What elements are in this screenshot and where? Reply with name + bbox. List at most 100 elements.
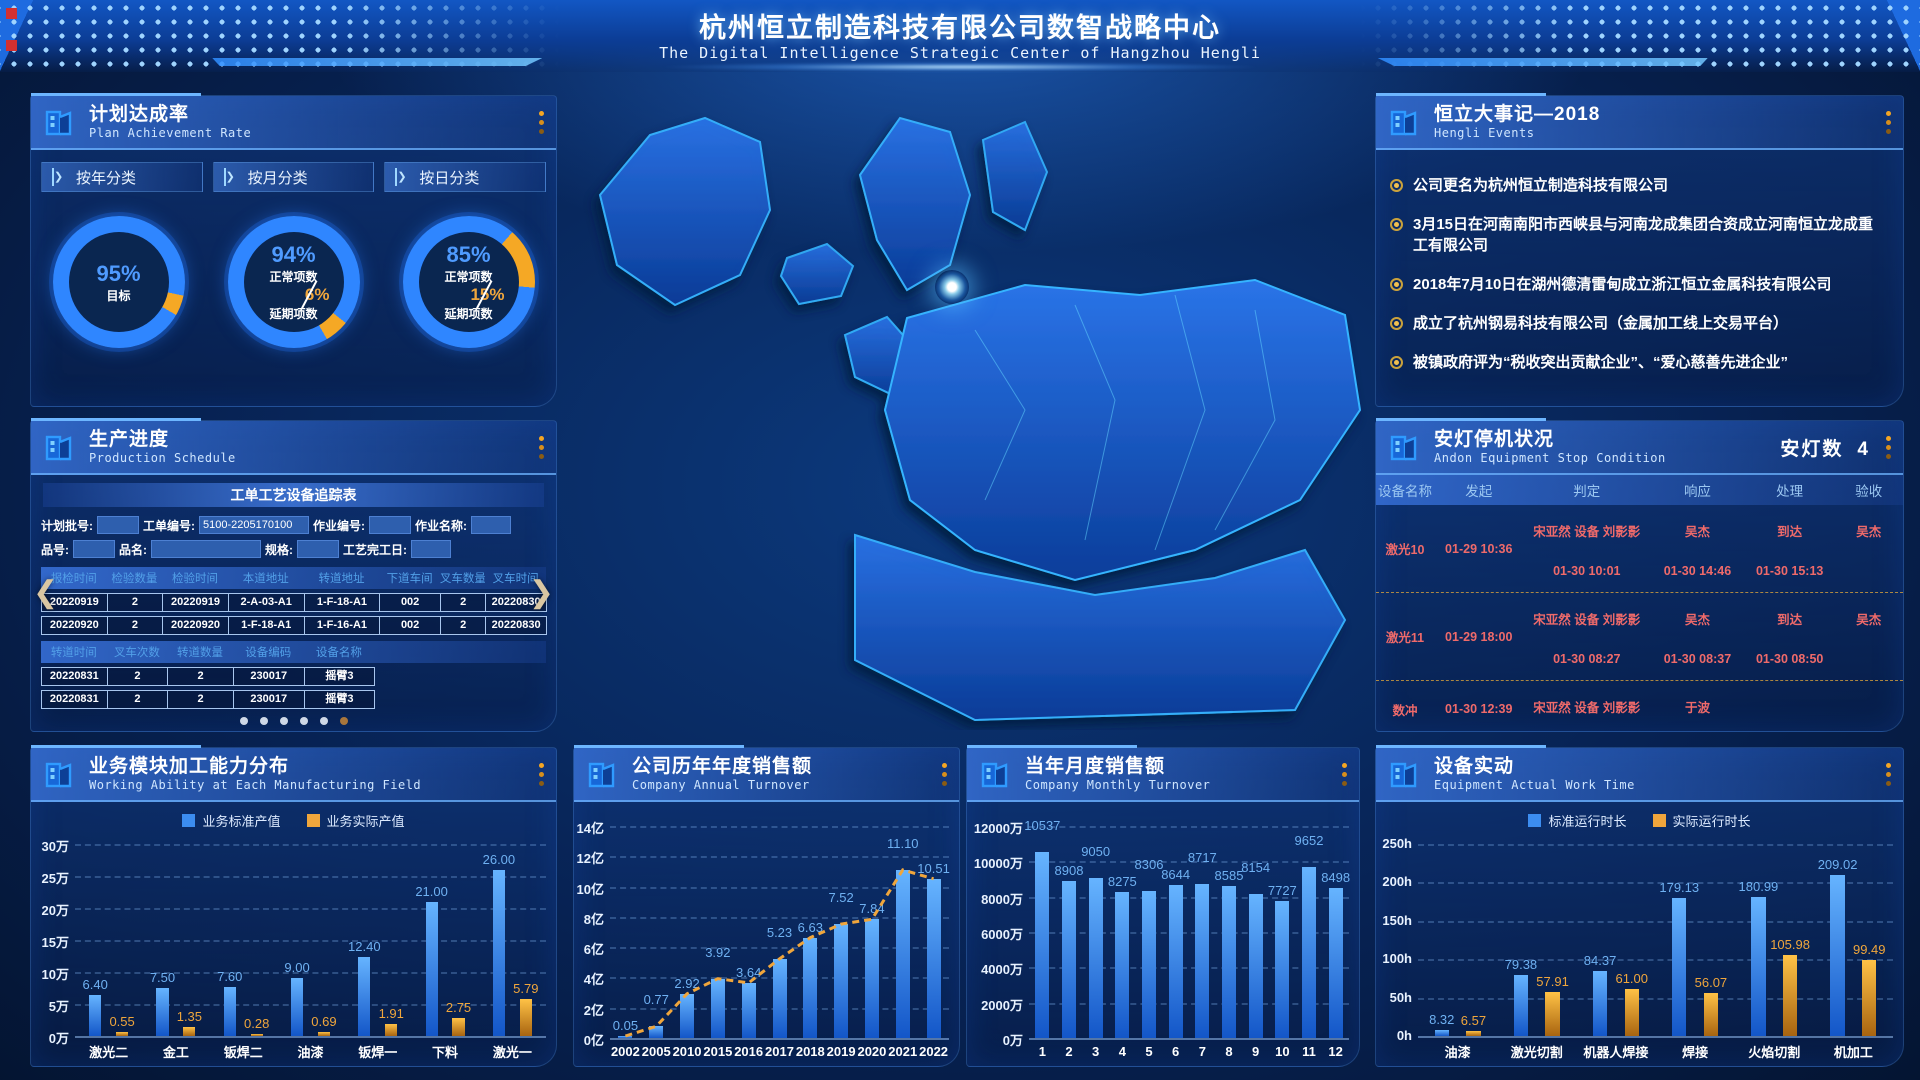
form-field-input[interactable] bbox=[73, 540, 115, 558]
legend-swatch bbox=[182, 813, 196, 827]
kebab-menu-icon[interactable] bbox=[1342, 762, 1347, 786]
legend-item[interactable]: 标准运行时长 bbox=[1528, 812, 1627, 829]
bar-10-月度销售额[interactable] bbox=[1275, 901, 1290, 1038]
bar-金工-业务标准产值[interactable] bbox=[156, 988, 169, 1036]
bar-火焰切割-标准运行时长[interactable] bbox=[1751, 896, 1766, 1036]
bar-4-月度销售额[interactable] bbox=[1115, 891, 1130, 1038]
kebab-menu-icon[interactable] bbox=[539, 110, 544, 134]
legend-label: 业务实际产值 bbox=[326, 813, 405, 829]
bar-机加工-标准运行时长[interactable] bbox=[1830, 875, 1845, 1036]
bar-机器人焊接-标准运行时长[interactable] bbox=[1592, 971, 1608, 1036]
scroll-left-arrow-icon[interactable]: ❮ bbox=[33, 576, 59, 609]
bar-2016-年度销售额[interactable] bbox=[741, 982, 756, 1038]
kebab-menu-icon[interactable] bbox=[539, 435, 544, 459]
legend-item[interactable]: 业务实际产值 bbox=[306, 812, 405, 829]
bar-金工-业务实际产值[interactable] bbox=[183, 1027, 196, 1036]
pagination-dot[interactable] bbox=[279, 717, 288, 725]
form-field-input[interactable] bbox=[471, 516, 511, 534]
bar-钣焊二-业务实际产值[interactable] bbox=[250, 1034, 263, 1036]
bar-焊接-标准运行时长[interactable] bbox=[1672, 898, 1687, 1036]
bar-2017-年度销售额[interactable] bbox=[772, 958, 787, 1038]
bar-焊接-实际运行时长[interactable] bbox=[1703, 992, 1719, 1036]
form-field-input[interactable] bbox=[97, 516, 139, 534]
panel-title: 生产进度 bbox=[89, 428, 170, 450]
table-cell: 2 bbox=[167, 667, 234, 686]
table-row[interactable]: 20220919 2 20220919 2-A-03-A1 1-F-18-A1 002 2 2… bbox=[41, 593, 547, 612]
event-bullet-icon bbox=[1390, 179, 1403, 192]
x-axis-label: 4 bbox=[1118, 1044, 1126, 1059]
bar-2005-年度销售额[interactable] bbox=[649, 1026, 664, 1038]
bar-油漆-实际运行时长[interactable] bbox=[1466, 1030, 1481, 1036]
pagination-dot[interactable] bbox=[299, 717, 308, 725]
bar-激光一-业务标准产值[interactable] bbox=[492, 869, 505, 1036]
scroll-right-arrow-icon[interactable]: ❯ bbox=[528, 576, 554, 609]
kebab-menu-icon[interactable] bbox=[539, 762, 544, 786]
table-cell: 20220830 bbox=[485, 616, 547, 635]
bar-激光二-业务标准产值[interactable] bbox=[89, 995, 102, 1036]
tab-按日分类[interactable]: ❯ 按日分类 bbox=[384, 162, 547, 192]
bar-8-月度销售额[interactable] bbox=[1222, 886, 1236, 1038]
bar-机器人焊接-实际运行时长[interactable] bbox=[1624, 989, 1639, 1036]
x-axis-label: 油漆 bbox=[1444, 1045, 1471, 1060]
form-field-input[interactable]: 5100-2205170100 bbox=[199, 516, 309, 534]
bar-2-月度销售额[interactable] bbox=[1062, 880, 1076, 1038]
panel-title: 恒立大事记—2018 bbox=[1434, 103, 1601, 125]
bar-2021-年度销售额[interactable] bbox=[895, 869, 910, 1038]
bar-1-月度销售额[interactable] bbox=[1035, 851, 1050, 1038]
bar-2020-年度销售额[interactable] bbox=[864, 919, 879, 1038]
bar-3-月度销售额[interactable] bbox=[1088, 878, 1103, 1038]
legend-item[interactable]: 业务标准产值 bbox=[182, 812, 281, 829]
kebab-menu-icon[interactable] bbox=[1886, 435, 1891, 459]
form-field-input[interactable] bbox=[369, 516, 411, 534]
bar-2018-年度销售额[interactable] bbox=[803, 937, 818, 1038]
bar-2010-年度销售额[interactable] bbox=[680, 993, 695, 1038]
bar-激光二-业务实际产值[interactable] bbox=[116, 1032, 129, 1036]
form-field-input[interactable] bbox=[151, 540, 261, 558]
bar-下料-业务标准产值[interactable] bbox=[425, 901, 438, 1036]
bar-钣焊二-业务标准产值[interactable] bbox=[223, 987, 236, 1036]
bar-2015-年度销售额[interactable] bbox=[710, 978, 725, 1038]
bar-5-月度销售额[interactable] bbox=[1142, 891, 1156, 1038]
bar-油漆-业务实际产值[interactable] bbox=[317, 1031, 330, 1036]
donut-value: 94% bbox=[271, 242, 316, 267]
kebab-menu-icon[interactable] bbox=[1886, 762, 1891, 786]
bar-6-月度销售额[interactable] bbox=[1168, 885, 1183, 1038]
bar-2019-年度销售额[interactable] bbox=[834, 924, 849, 1038]
bar-12-月度销售额[interactable] bbox=[1328, 887, 1343, 1038]
table-row[interactable]: 20220831 2 2 230017 摇臂3 bbox=[41, 690, 546, 709]
bar-火焰切割-实际运行时长[interactable] bbox=[1782, 954, 1798, 1036]
column-header: 发起 bbox=[1465, 484, 1493, 499]
bar-2002-年度销售额[interactable] bbox=[618, 1036, 633, 1038]
bar-油漆-标准运行时长[interactable] bbox=[1434, 1029, 1449, 1036]
bar-7-月度销售额[interactable] bbox=[1195, 883, 1210, 1038]
bar-下料-业务实际产值[interactable] bbox=[452, 1018, 465, 1036]
tab-按年分类[interactable]: ❯ 按年分类 bbox=[41, 162, 203, 192]
pagination-dot[interactable] bbox=[259, 717, 268, 725]
bar-2022-年度销售额[interactable] bbox=[926, 878, 941, 1038]
bar-钣焊一-业务标准产值[interactable] bbox=[358, 956, 371, 1036]
table-row[interactable]: 20220920 2 20220920 1-F-18-A1 1-F-16-A1 002 2 2… bbox=[41, 616, 547, 635]
kebab-menu-icon[interactable] bbox=[942, 762, 947, 786]
table-row[interactable]: 20220831 2 2 230017 摇臂3 bbox=[41, 667, 546, 686]
event-bullet-icon bbox=[1390, 277, 1403, 291]
legend-item[interactable]: 实际运行时长 bbox=[1652, 812, 1751, 829]
pagination-dot[interactable] bbox=[339, 717, 348, 725]
x-axis-label: 2019 bbox=[826, 1044, 856, 1059]
pagination-dot[interactable] bbox=[239, 717, 248, 725]
x-axis-label: 2018 bbox=[795, 1044, 825, 1059]
form-field-input[interactable] bbox=[297, 540, 339, 558]
bar-钣焊一-业务实际产值[interactable] bbox=[385, 1023, 398, 1036]
bar-9-月度销售额[interactable] bbox=[1248, 893, 1263, 1038]
bar-激光切割-标准运行时长[interactable] bbox=[1513, 975, 1529, 1036]
bar-激光一-业务实际产值[interactable] bbox=[519, 998, 532, 1036]
x-axis-label: 5 bbox=[1145, 1044, 1153, 1059]
tab-按月分类[interactable]: ❯ 按月分类 bbox=[212, 162, 375, 192]
pagination-dot[interactable] bbox=[319, 717, 328, 725]
bar-激光切割-实际运行时长[interactable] bbox=[1545, 991, 1560, 1036]
form-field-input[interactable] bbox=[411, 540, 451, 558]
bar-机加工-实际运行时长[interactable] bbox=[1862, 959, 1877, 1036]
kebab-menu-icon[interactable] bbox=[1886, 110, 1891, 134]
bar-油漆-业务标准产值[interactable] bbox=[290, 978, 304, 1036]
andon-handle bbox=[1745, 681, 1835, 731]
bar-11-月度销售额[interactable] bbox=[1302, 867, 1316, 1038]
